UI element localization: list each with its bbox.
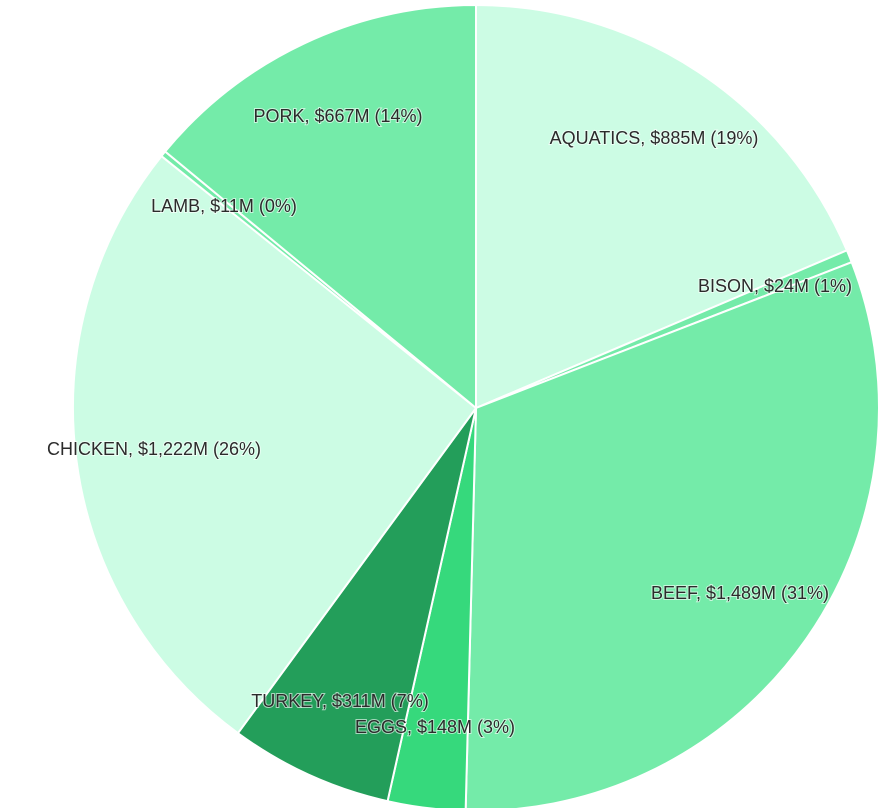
- pie-slice: [163, 3, 477, 411]
- slice-label: LAMB, $11M (0%): [151, 196, 297, 216]
- pie-slice: [72, 154, 478, 735]
- slice-label: BEEF, $1,489M (31%): [651, 583, 829, 603]
- slice-label: BISON, $24M (1%): [698, 276, 852, 296]
- slice-label: TURKEY, $311M (7%): [251, 691, 428, 711]
- slice-label: AQUATICS, $885M (19%): [550, 128, 759, 148]
- slice-label: EGGS, $148M (3%): [355, 717, 515, 737]
- slice-label: PORK, $667M (14%): [253, 106, 422, 126]
- slice-label: CHICKEN, $1,222M (26%): [47, 439, 261, 459]
- pie-slice: [236, 407, 477, 803]
- pie-slice: [475, 3, 849, 410]
- pie-slice: [464, 260, 880, 808]
